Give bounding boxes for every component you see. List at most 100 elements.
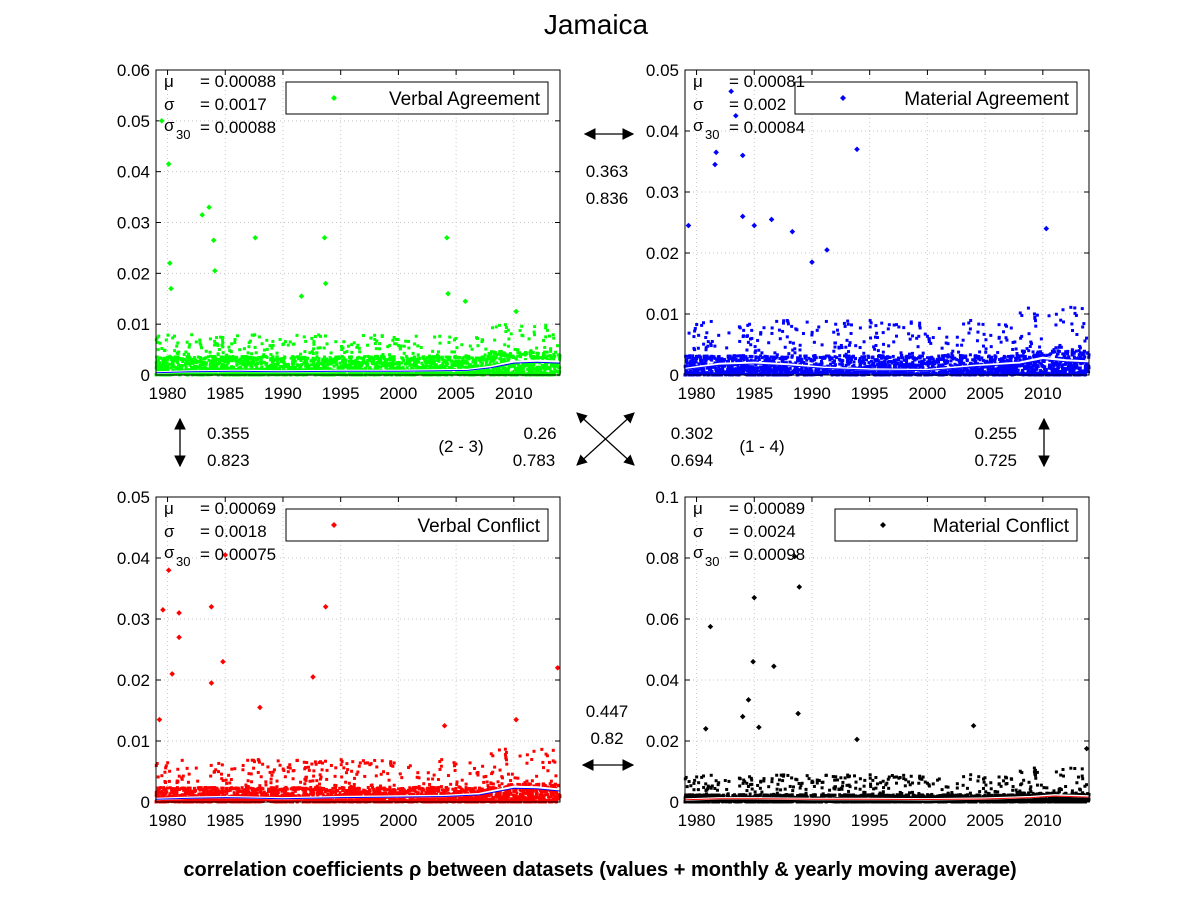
data-point xyxy=(1033,362,1037,366)
data-point xyxy=(955,363,959,367)
data-point xyxy=(800,366,804,370)
data-point xyxy=(1005,338,1009,342)
data-point xyxy=(779,356,783,360)
x-tick-label: 1990 xyxy=(793,384,831,403)
data-point xyxy=(293,367,297,371)
data-point xyxy=(710,354,714,358)
data-point xyxy=(1072,367,1076,371)
data-point xyxy=(842,321,846,325)
legend-label: Verbal Agreement xyxy=(389,89,541,110)
data-point xyxy=(719,359,723,363)
data-point xyxy=(426,359,430,363)
data-point xyxy=(211,363,215,367)
data-point xyxy=(764,366,768,370)
data-point xyxy=(867,372,871,376)
data-point xyxy=(689,359,693,363)
data-point xyxy=(544,326,548,330)
data-point xyxy=(481,367,485,371)
data-point xyxy=(873,347,877,351)
data-point xyxy=(534,357,538,361)
data-point xyxy=(407,360,411,364)
data-point xyxy=(878,354,882,358)
data-point xyxy=(857,359,861,363)
data-point xyxy=(443,372,447,376)
data-point xyxy=(190,365,194,369)
data-point xyxy=(543,367,547,371)
data-point xyxy=(302,361,306,365)
data-point xyxy=(695,323,699,327)
data-point xyxy=(918,324,922,328)
data-point xyxy=(266,364,270,368)
data-point xyxy=(1013,363,1017,367)
data-point xyxy=(384,365,388,369)
data-point xyxy=(712,355,716,359)
data-point xyxy=(759,332,763,336)
data-point xyxy=(391,359,395,363)
data-point xyxy=(1061,308,1065,312)
data-point xyxy=(692,335,696,339)
data-point xyxy=(519,372,523,376)
data-point xyxy=(476,370,480,374)
data-point xyxy=(1058,356,1062,360)
data-point xyxy=(554,350,558,354)
data-point xyxy=(704,348,708,352)
data-point xyxy=(766,357,770,361)
data-point xyxy=(523,361,527,365)
data-point xyxy=(540,355,544,359)
data-point xyxy=(352,360,356,364)
data-point xyxy=(848,341,852,345)
data-point xyxy=(365,362,369,366)
data-point xyxy=(957,358,961,362)
data-point xyxy=(963,372,967,376)
data-point xyxy=(684,368,688,372)
data-point xyxy=(438,366,442,370)
data-point xyxy=(166,357,170,361)
data-point xyxy=(764,371,768,375)
data-point xyxy=(908,352,912,356)
data-point xyxy=(246,357,250,361)
data-point xyxy=(172,334,176,338)
data-point xyxy=(470,364,474,368)
data-point xyxy=(209,364,213,368)
data-point xyxy=(250,365,254,369)
data-point xyxy=(507,363,511,367)
data-point xyxy=(543,345,547,349)
data-point xyxy=(303,356,307,360)
data-point xyxy=(685,370,689,374)
data-point xyxy=(986,361,990,365)
data-point xyxy=(249,355,253,359)
data-point xyxy=(258,360,262,364)
data-point xyxy=(450,350,454,354)
data-point xyxy=(324,358,328,362)
data-point xyxy=(256,357,260,361)
data-point xyxy=(463,369,467,373)
data-point xyxy=(253,363,257,367)
data-point xyxy=(489,352,493,356)
data-point xyxy=(931,363,935,367)
data-point xyxy=(190,360,194,364)
data-point xyxy=(545,357,549,361)
data-point xyxy=(221,339,225,343)
data-point xyxy=(391,371,395,375)
data-point xyxy=(219,355,223,359)
data-point xyxy=(816,367,820,371)
data-point xyxy=(726,365,730,369)
outlier-point xyxy=(199,212,205,218)
data-point xyxy=(1072,361,1076,365)
data-point xyxy=(413,356,417,360)
data-point xyxy=(506,328,510,332)
data-point xyxy=(925,334,929,338)
data-point xyxy=(414,360,418,364)
data-point xyxy=(975,339,979,343)
data-point xyxy=(323,360,327,364)
data-point xyxy=(892,358,896,362)
data-point xyxy=(964,355,968,359)
data-point xyxy=(182,352,186,356)
data-point xyxy=(1076,356,1080,360)
data-point xyxy=(879,356,883,360)
data-point xyxy=(939,363,943,367)
data-point xyxy=(332,358,336,362)
data-point xyxy=(941,354,945,358)
data-point xyxy=(543,366,547,370)
data-point xyxy=(410,366,414,370)
